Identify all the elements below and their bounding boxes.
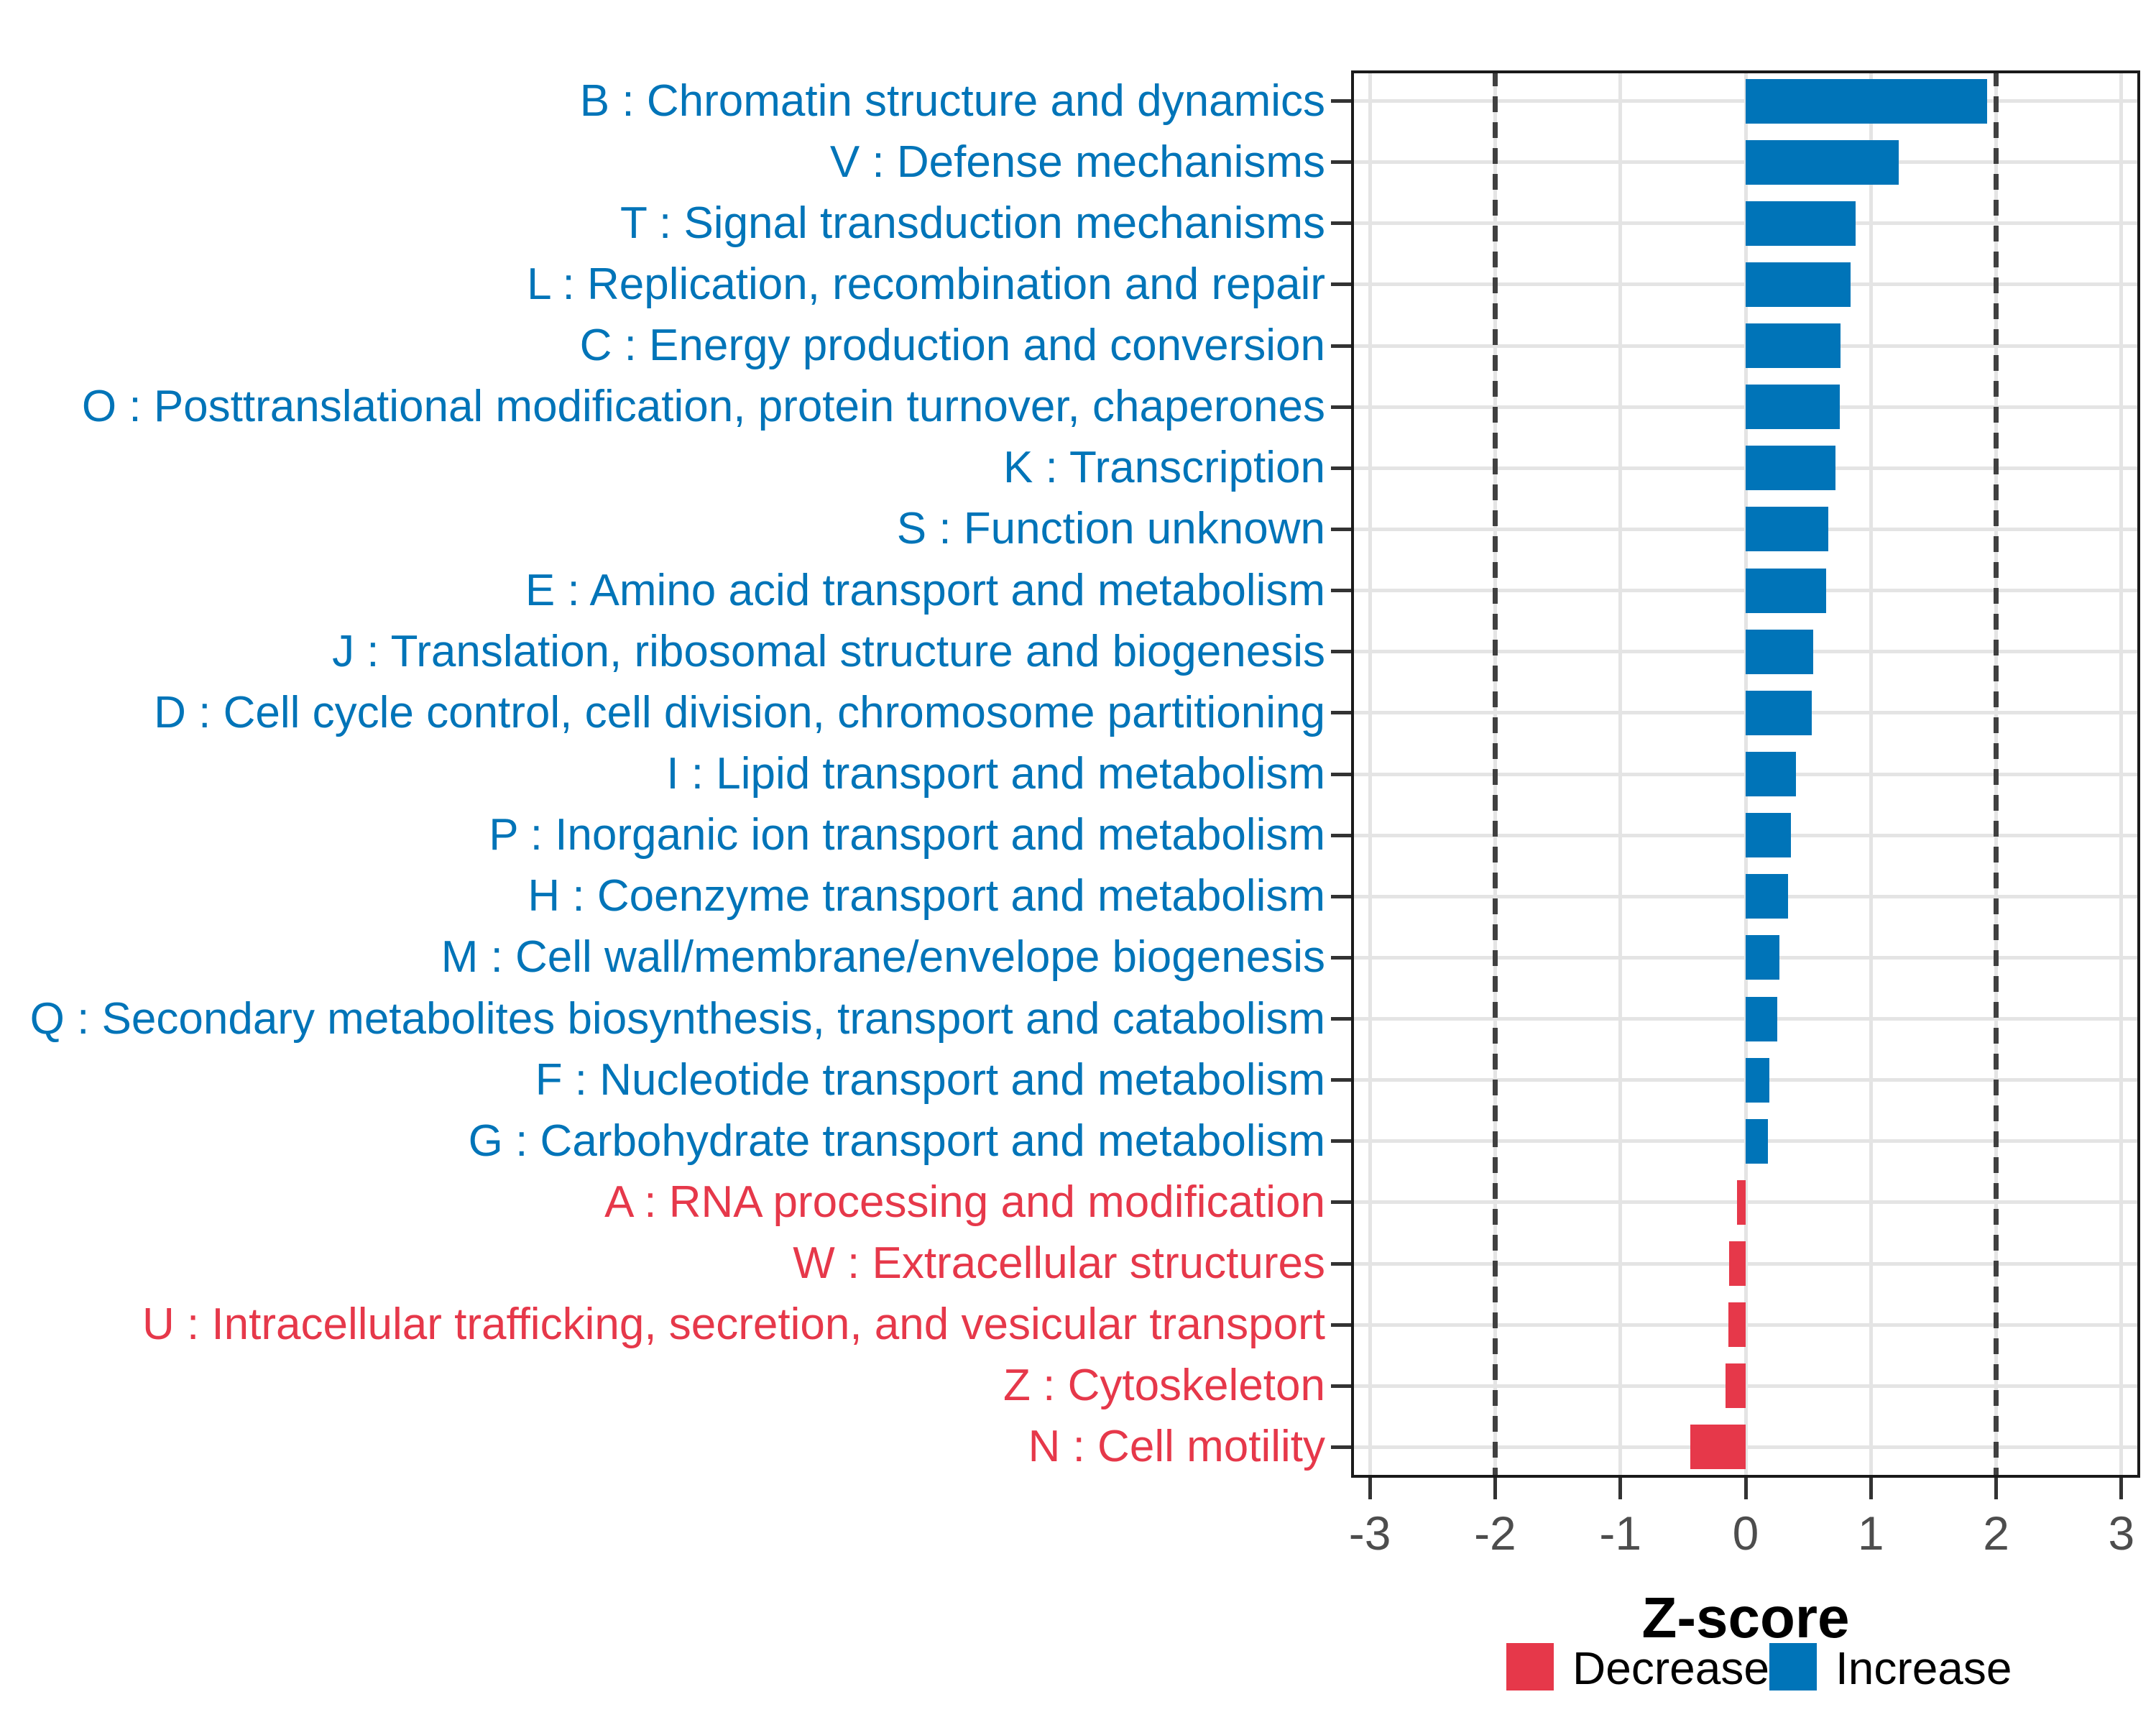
y-tick xyxy=(1331,1078,1351,1082)
x-axis-title: Z-score xyxy=(1641,1586,1850,1650)
bar-E xyxy=(1746,568,1826,613)
bar-T xyxy=(1746,201,1856,246)
bar-J xyxy=(1746,629,1814,674)
x-tick-label-2: 2 xyxy=(1983,1506,2009,1560)
bar-C xyxy=(1746,323,1841,369)
bar-V xyxy=(1746,139,1899,185)
category-label-T: T : Signal transduction mechanisms xyxy=(620,198,1325,248)
category-label-M: M : Cell wall/membrane/envelope biogenes… xyxy=(441,932,1325,983)
x-tick-label-1: 1 xyxy=(1857,1506,1884,1560)
bar-O xyxy=(1746,385,1840,430)
legend-label-increase: Increase xyxy=(1835,1642,2012,1694)
bar-S xyxy=(1746,507,1829,552)
bar-M xyxy=(1746,935,1780,980)
category-label-G: G : Carbohydrate transport and metabolis… xyxy=(468,1116,1325,1166)
x-tick-1 xyxy=(1869,1478,1873,1499)
gridline-row xyxy=(1351,1322,2140,1327)
bar-I xyxy=(1746,752,1796,796)
bar-P xyxy=(1746,813,1791,858)
y-tick xyxy=(1331,1384,1351,1388)
category-label-Z: Z : Cytoskeleton xyxy=(1003,1361,1325,1411)
x-tick-2 xyxy=(1994,1478,1999,1499)
bar-A xyxy=(1736,1179,1746,1225)
legend-swatch-decrease xyxy=(1506,1643,1554,1690)
x-tick-label-0: 0 xyxy=(1732,1506,1759,1560)
y-tick xyxy=(1331,955,1351,960)
y-tick xyxy=(1331,527,1351,531)
category-label-U: U : Intracellular trafficking, secretion… xyxy=(142,1300,1325,1350)
gridline-row xyxy=(1351,1445,2140,1449)
gridline-row xyxy=(1351,1384,2140,1388)
x-tick-0 xyxy=(1743,1478,1748,1499)
bar-Q xyxy=(1746,996,1777,1041)
category-label-I: I : Lipid transport and metabolism xyxy=(666,749,1325,799)
category-label-A: A : RNA processing and modification xyxy=(604,1177,1325,1227)
x-tick--2 xyxy=(1493,1478,1497,1499)
category-label-W: W : Extracellular structures xyxy=(793,1238,1325,1289)
y-tick xyxy=(1331,589,1351,593)
category-label-V: V : Defense mechanisms xyxy=(829,137,1325,187)
y-tick xyxy=(1331,160,1351,165)
dashed-refline-2 xyxy=(1994,70,1999,1478)
bar-H xyxy=(1746,874,1789,919)
category-label-S: S : Function unknown xyxy=(896,504,1325,554)
legend-swatch-increase xyxy=(1769,1643,1817,1690)
category-label-J: J : Translation, ribosomal structure and… xyxy=(332,626,1325,676)
bar-D xyxy=(1746,690,1812,735)
category-label-L: L : Replication, recombination and repai… xyxy=(527,259,1325,309)
y-tick xyxy=(1331,282,1351,287)
bar-N xyxy=(1690,1425,1746,1470)
y-tick xyxy=(1331,711,1351,715)
x-tick-3 xyxy=(2119,1478,2124,1499)
x-tick-label--3: -3 xyxy=(1348,1506,1391,1560)
y-tick xyxy=(1331,1139,1351,1144)
category-label-P: P : Inorganic ion transport and metaboli… xyxy=(489,810,1325,860)
bar-W xyxy=(1729,1241,1746,1287)
bar-Z xyxy=(1726,1363,1746,1409)
category-label-N: N : Cell motility xyxy=(1028,1422,1325,1472)
y-tick xyxy=(1331,344,1351,348)
y-tick xyxy=(1331,650,1351,654)
y-tick xyxy=(1331,466,1351,470)
bar-B xyxy=(1746,78,1988,124)
bar-U xyxy=(1728,1302,1746,1348)
category-label-H: H : Coenzyme transport and metabolism xyxy=(528,871,1325,921)
y-tick xyxy=(1331,894,1351,898)
bar-F xyxy=(1746,1057,1770,1103)
x-tick-label-3: 3 xyxy=(2108,1506,2135,1560)
category-label-F: F : Nucleotide transport and metabolism xyxy=(535,1054,1325,1105)
x-tick--3 xyxy=(1368,1478,1372,1499)
y-tick xyxy=(1331,99,1351,104)
category-label-K: K : Transcription xyxy=(1003,443,1325,493)
legend-label-decrease: Decrease xyxy=(1572,1642,1769,1694)
y-tick xyxy=(1331,221,1351,226)
bar-L xyxy=(1746,262,1851,307)
bar-G xyxy=(1746,1118,1769,1164)
x-tick-label--2: -2 xyxy=(1474,1506,1516,1560)
category-label-O: O : Posttranslational modification, prot… xyxy=(81,382,1325,432)
y-tick xyxy=(1331,1322,1351,1327)
x-tick-label--1: -1 xyxy=(1599,1506,1642,1560)
y-tick xyxy=(1331,1261,1351,1266)
y-tick xyxy=(1331,1200,1351,1205)
category-label-C: C : Energy production and conversion xyxy=(579,321,1325,371)
category-label-D: D : Cell cycle control, cell division, c… xyxy=(154,687,1325,737)
category-label-B: B : Chromatin structure and dynamics xyxy=(579,75,1325,126)
category-label-Q: Q : Secondary metabolites biosynthesis, … xyxy=(29,993,1325,1044)
y-tick xyxy=(1331,772,1351,776)
gridline-row xyxy=(1351,1200,2140,1205)
y-tick xyxy=(1331,1445,1351,1449)
category-label-E: E : Amino acid transport and metabolism xyxy=(525,565,1325,615)
y-tick xyxy=(1331,1017,1351,1021)
dashed-refline--2 xyxy=(1492,70,1498,1478)
y-tick xyxy=(1331,405,1351,409)
gridline-row xyxy=(1351,1261,2140,1266)
x-tick--1 xyxy=(1618,1478,1623,1499)
y-tick xyxy=(1331,833,1351,837)
bar-K xyxy=(1746,446,1836,491)
